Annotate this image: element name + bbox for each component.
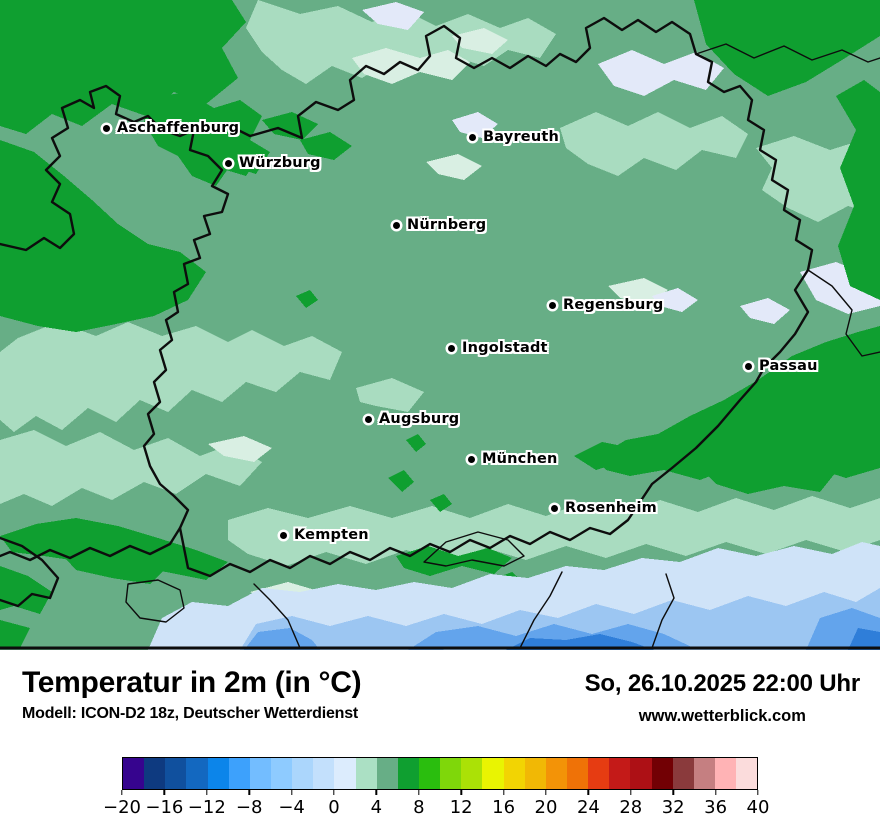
- colorbar-segment: [736, 758, 758, 789]
- colorbar-tick-label: 12: [449, 797, 473, 818]
- colorbar-tick: [587, 790, 590, 795]
- colorbar-segment: [672, 758, 694, 789]
- page-title: Temperatur in 2m (in °C): [22, 666, 362, 699]
- colorbar-segment: [503, 758, 525, 789]
- colorbar-tick: [290, 790, 293, 795]
- colorbar-segment: [440, 758, 462, 789]
- colorbar-segment: [270, 758, 293, 789]
- colorbar-segments: [122, 757, 758, 790]
- colorbar-tick: [418, 790, 420, 795]
- colorbar-tick-label: 28: [619, 797, 643, 818]
- colorbar-tick: [248, 790, 250, 795]
- title-block: Temperatur in 2m (in °C) Modell: ICON-D2…: [22, 666, 362, 723]
- colorbar-segment: [313, 758, 335, 789]
- colorbar-tick: [714, 790, 717, 795]
- colorbar-segment: [355, 758, 377, 789]
- colorbar-tick: [545, 790, 547, 795]
- colorbar-tick-label: 16: [492, 797, 516, 818]
- colorbar-tick-label: −20: [103, 797, 141, 818]
- colorbar-segment: [482, 758, 504, 789]
- colorbar-tick: [121, 790, 123, 795]
- colorbar-segment: [144, 758, 166, 789]
- colorbar-segment: [207, 758, 229, 789]
- colorbar-segment: [651, 758, 673, 789]
- state-borders: [0, 16, 880, 650]
- colorbar-segment: [693, 758, 715, 789]
- colorbar-tick: [757, 790, 759, 795]
- colorbar-segment: [376, 758, 398, 789]
- colorbar-tick: [460, 790, 462, 795]
- colorbar-segment: [165, 758, 187, 789]
- colorbar-tick-label: 20: [534, 797, 558, 818]
- colorbar-tick: [163, 790, 166, 795]
- colorbar-segment: [566, 758, 589, 789]
- colorbar-segment: [588, 758, 610, 789]
- temperature-map: Aschaffenburg Würzburg Bayreuth Nürnberg Reg…: [0, 0, 880, 650]
- colorbar-tick-label: −4: [278, 797, 305, 818]
- colorbar-tick-label: 32: [661, 797, 685, 818]
- colorbar-segment: [545, 758, 567, 789]
- colorbar-segment: [186, 758, 208, 789]
- colorbar-tick-label: −8: [235, 797, 263, 818]
- colorbar-segment: [292, 758, 314, 789]
- colorbar-tick-label: −12: [187, 797, 226, 818]
- colorbar-segment: [630, 758, 652, 789]
- colorbar-tick: [630, 790, 632, 795]
- colorbar-tick: [333, 790, 335, 795]
- colorbar-tick-label: 0: [328, 797, 340, 818]
- website-label: www.wetterblick.com: [638, 707, 806, 725]
- temperature-field-graphic: [0, 0, 880, 650]
- colorbar-axis: −20 −16 −12 −8 −4 0 4 8 12 16 20 24 28 32 36 40: [103, 790, 769, 820]
- model-subtitle: Modell: ICON-D2 18z, Deutscher Wetterdie…: [22, 704, 359, 722]
- colorbar-tick-label: 8: [413, 797, 425, 818]
- colorbar-segment: [397, 758, 419, 789]
- colorbar-segment: [714, 758, 737, 789]
- colorbar-tick-label: 24: [576, 797, 600, 818]
- colorbar-segment: [524, 758, 546, 789]
- colorbar-tick: [502, 790, 505, 795]
- colorbar-segment: [418, 758, 441, 789]
- colorbar-tick: [375, 790, 378, 795]
- colorbar-tick-label: 40: [746, 797, 770, 818]
- colorbar-tick: [672, 790, 674, 795]
- colorbar-segment: [609, 758, 631, 789]
- colorbar-tick-label: 4: [370, 797, 383, 818]
- colorbar-tick: [206, 790, 208, 795]
- colorbar-segment: [249, 758, 271, 789]
- colorbar-segment: [334, 758, 356, 789]
- colorbar-tick-label: −16: [145, 797, 184, 818]
- colorbar-segment: [123, 758, 145, 789]
- colorbar-segment: [228, 758, 250, 789]
- valid-datetime: So, 26.10.2025 22:00 Uhr: [584, 670, 861, 697]
- colorbar-segment: [461, 758, 483, 789]
- colorbar-tick-label: 36: [704, 797, 728, 818]
- datetime-block: So, 26.10.2025 22:00 Uhr www.wetterblick…: [584, 670, 861, 726]
- temp-band-blues: [148, 542, 880, 650]
